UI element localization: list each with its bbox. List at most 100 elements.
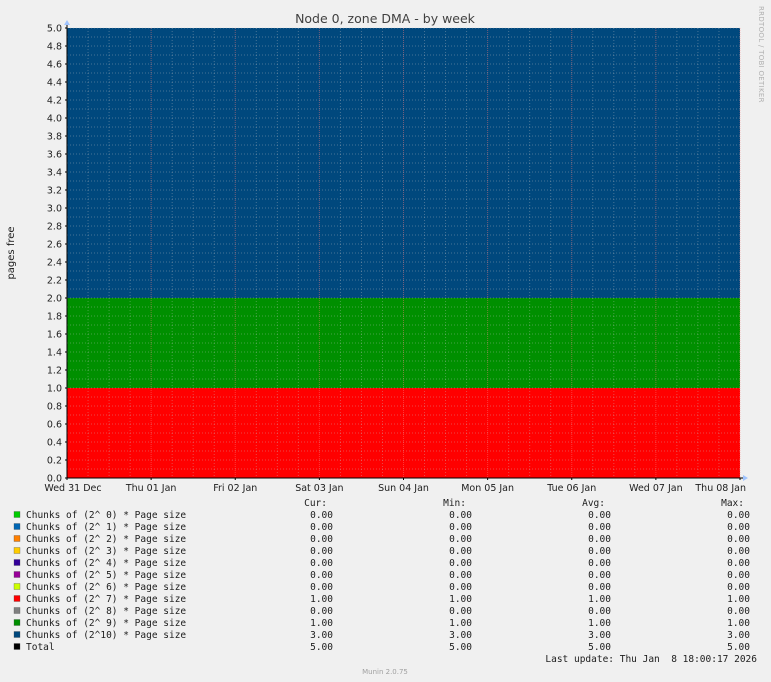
y-tick-label: 3.4 [47,168,62,179]
legend-label: Chunks of (2^ 7) * Page size [26,594,186,605]
plot-areas [67,28,740,478]
legend-value-avg: 0.00 [588,606,611,617]
legend-value-min: 0.00 [449,558,472,569]
y-tick-label: 4.6 [47,60,62,71]
legend-swatch [13,583,21,590]
legend-value-cur: 0.00 [310,534,333,545]
y-tick-label: 2.6 [47,240,62,251]
x-axis-ticks: Wed 31 Dec Thu 01 Jan Fri 02 Jan Sat 03 Jan… [44,478,746,494]
y-tick-label: 3.2 [47,186,62,197]
legend-swatch [13,547,21,554]
x-tick-label: Thu 08 Jan [694,483,746,494]
x-tick-label: Wed 07 Jan [629,483,682,494]
legend-value-min: 5.00 [449,642,472,653]
legend-value-cur: 3.00 [310,630,333,641]
series-area-9 [67,298,740,388]
legend-value-min: 3.00 [449,630,472,641]
x-tick-label: Mon 05 Jan [461,483,514,494]
legend-value-cur: 0.00 [310,558,333,569]
legend-value-max: 1.00 [727,594,750,605]
series-area-10 [67,28,740,298]
legend-label: Total [26,642,55,653]
x-tick-label: Thu 01 Jan [125,483,177,494]
chart-title: Node 0, zone DMA - by week [295,11,476,26]
grid-lines [66,27,741,479]
legend-value-max: 0.00 [727,510,750,521]
legend-value-avg: 0.00 [588,582,611,593]
legend-value-avg: 3.00 [588,630,611,641]
y-tick-label: 3.8 [47,132,62,143]
legend-value-avg: 0.00 [588,546,611,557]
legend-value-max: 1.00 [727,618,750,629]
x-tick-label: Sun 04 Jan [378,483,429,494]
legend-header-max: Max: [721,498,744,509]
y-tick-label: 2.8 [47,222,62,233]
legend-value-min: 0.00 [449,522,472,533]
legend-value-min: 0.00 [449,546,472,557]
y-tick-label: 1.0 [47,384,62,395]
legend-value-max: 3.00 [727,630,750,641]
legend-label: Chunks of (2^ 6) * Page size [26,582,186,593]
legend-value-cur: 0.00 [310,510,333,521]
legend-label: Chunks of (2^ 1) * Page size [26,522,186,533]
y-tick-label: 4.8 [47,42,62,53]
legend-value-cur: 0.00 [310,582,333,593]
legend-value-min: 0.00 [449,570,472,581]
legend-value-max: 0.00 [727,570,750,581]
legend-swatch [13,571,21,578]
y-tick-label: 2.0 [47,294,62,305]
legend-value-avg: 0.00 [588,570,611,581]
y-tick-label: 4.4 [47,78,62,89]
y-tick-label: 0.2 [47,456,62,467]
y-tick-label: 3.6 [47,150,62,161]
y-tick-label: 0.0 [47,474,62,485]
y-axis-arrow [64,20,70,25]
x-tick-label: Wed 31 Dec [44,483,101,494]
legend-value-min: 0.00 [449,606,472,617]
y-tick-label: 0.8 [47,402,62,413]
y-tick-label: 2.2 [47,276,62,287]
legend-value-max: 0.00 [727,546,750,557]
legend-swatch [13,619,21,626]
x-tick-label: Fri 02 Jan [213,483,257,494]
munin-version: Munin 2.0.75 [362,668,408,676]
legend-header-avg: Avg: [582,498,605,509]
y-axis-label: pages free [6,226,17,279]
legend-value-cur: 0.00 [310,570,333,581]
legend-label: Chunks of (2^10) * Page size [26,630,186,641]
legend-label: Chunks of (2^ 3) * Page size [26,546,186,557]
legend-value-cur: 0.00 [310,522,333,533]
y-tick-label: 1.6 [47,330,62,341]
x-axis-arrow [743,475,748,481]
legend-swatch [13,535,21,542]
y-tick-label: 1.8 [47,312,62,323]
legend-value-cur: 0.00 [310,606,333,617]
legend-value-max: 5.00 [727,642,750,653]
y-tick-label: 5.0 [47,24,62,35]
x-tick-label: Tue 06 Jan [546,483,596,494]
y-tick-label: 0.6 [47,420,62,431]
legend-value-avg: 1.00 [588,594,611,605]
legend-swatch [13,511,21,518]
legend-label: Chunks of (2^ 5) * Page size [26,570,186,581]
legend-value-avg: 1.00 [588,618,611,629]
legend-value-avg: 0.00 [588,534,611,545]
legend-value-cur: 0.00 [310,546,333,557]
legend-value-min: 1.00 [449,618,472,629]
y-tick-label: 3.0 [47,204,62,215]
legend-header-min: Min: [443,498,466,509]
legend-label: Chunks of (2^ 9) * Page size [26,618,186,629]
legend-label: Chunks of (2^ 4) * Page size [26,558,186,569]
y-tick-label: 4.2 [47,96,62,107]
y-tick-label: 2.4 [47,258,62,269]
legend-swatch [13,595,21,602]
legend-value-min: 1.00 [449,594,472,605]
legend-rows: Chunks of (2^ 0) * Page size 0.00 0.00 0.00… [13,510,750,653]
y-tick-label: 1.2 [47,366,62,377]
series-area-7 [67,388,740,478]
legend-value-cur: 1.00 [310,618,333,629]
legend-swatch [13,523,21,530]
legend-value-avg: 0.00 [588,558,611,569]
legend-value-min: 0.00 [449,582,472,593]
